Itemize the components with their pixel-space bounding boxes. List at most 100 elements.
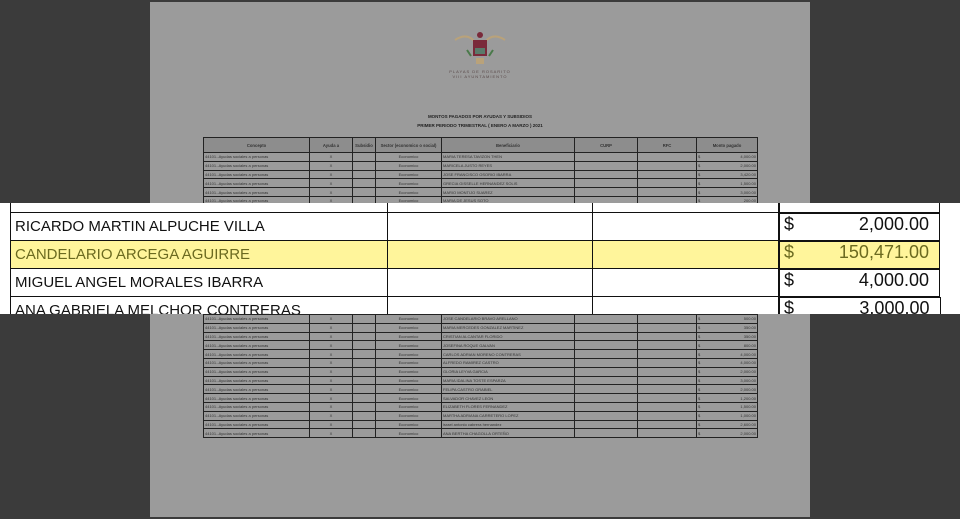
subsidio-cell bbox=[352, 178, 376, 189]
sector-cell: Economico bbox=[375, 375, 442, 386]
magnified-row: RICARDO MARTIN ALPUCHE VILLA $2,000.00 bbox=[10, 212, 941, 241]
ayuda-cell: X bbox=[309, 393, 353, 403]
amount: 1,500.00 bbox=[740, 180, 756, 186]
monto-cell: $2,000.00 bbox=[696, 384, 758, 395]
amount: 3,000.00 bbox=[740, 189, 756, 195]
amount: 1,500.00 bbox=[740, 404, 756, 410]
beneficiario-cell: ELIZABETH FLORES FERNANDEZ bbox=[441, 401, 575, 412]
ayuda-cell: X bbox=[309, 331, 353, 342]
monto-cell: $4,000.00 bbox=[696, 357, 758, 368]
subsidio-cell bbox=[352, 428, 376, 439]
table-row: 44101.-Ayudas sociales a personas X Econom… bbox=[203, 169, 758, 180]
ayuda-cell: X bbox=[309, 169, 353, 180]
curp-cell bbox=[387, 212, 593, 241]
concepto-cell: 44101.-Ayudas sociales a personas bbox=[203, 178, 310, 189]
table-row: 44101.-Ayudas sociales a personas X Econom… bbox=[203, 349, 758, 359]
table-row: 44101.-Ayudas sociales a personas X Econom… bbox=[203, 357, 758, 368]
currency-symbol: $ bbox=[698, 421, 701, 427]
amount: 2,000.00 bbox=[740, 430, 756, 436]
subsidio-cell bbox=[352, 366, 376, 377]
sector-cell: Economico bbox=[375, 366, 442, 377]
curp-cell bbox=[574, 401, 638, 412]
currency-symbol: $ bbox=[784, 213, 795, 234]
logo-caption: PLAYAS DE ROSARITO VIII AYUNTAMIENTO bbox=[449, 69, 511, 79]
amount: 200.00 bbox=[743, 198, 756, 204]
currency-symbol: $ bbox=[698, 325, 701, 331]
curp-cell bbox=[574, 428, 638, 439]
subsidio-cell bbox=[352, 187, 376, 197]
monto-cell: $1,200.00 bbox=[696, 393, 758, 403]
column-header: Beneficiario bbox=[441, 137, 575, 153]
ayuda-cell: X bbox=[309, 366, 353, 377]
ayuda-cell: X bbox=[309, 401, 353, 412]
amount: 150,471.00 bbox=[838, 241, 929, 262]
table-row: 44101.-Ayudas sociales a personas X Econom… bbox=[203, 160, 758, 171]
municipal-seal-logo bbox=[454, 32, 506, 64]
column-header: Sector (economico o social) bbox=[375, 137, 442, 153]
table-row: 44101.-Ayudas sociales a personas X Econom… bbox=[203, 322, 758, 333]
rfc-cell bbox=[637, 419, 697, 430]
monto-cell: $1,000.00 bbox=[696, 410, 758, 421]
currency-symbol: $ bbox=[698, 386, 701, 392]
ayuda-cell: X bbox=[309, 410, 353, 421]
magnified-row: MIGUEL ANGEL MORALES IBARRA $4,000.00 bbox=[10, 268, 941, 297]
monto-cell: $800.00 bbox=[696, 340, 758, 351]
amount: 2,000.00 bbox=[740, 369, 756, 375]
table-header: Concepto Ayuda a Subsidio Sector (economico… bbox=[203, 137, 758, 153]
payments-table-top: Concepto Ayuda a Subsidio Sector (economico… bbox=[203, 137, 758, 206]
curp-cell bbox=[574, 419, 638, 430]
beneficiario-cell: GRECIA GISSELLE HERNANDEZ SOLIS bbox=[441, 178, 575, 189]
rfc-cell bbox=[637, 178, 697, 189]
sector-cell: Economico bbox=[375, 419, 442, 430]
currency-symbol: $ bbox=[698, 360, 701, 366]
concepto-cell: 44101.-Ayudas sociales a personas bbox=[203, 401, 310, 412]
beneficiario-cell: JOSEFINA ROQUE GALVAN bbox=[441, 340, 575, 351]
currency-symbol: $ bbox=[698, 154, 701, 160]
currency-symbol: $ bbox=[698, 342, 701, 348]
rfc-cell bbox=[637, 187, 697, 197]
curp-cell bbox=[574, 187, 638, 197]
amount: 1,000.00 bbox=[740, 413, 756, 419]
currency-symbol: $ bbox=[698, 413, 701, 419]
beneficiario-cell: ANA GABRIELA MELCHOR CONTRERAS bbox=[10, 296, 388, 314]
beneficiario-cell: MARTHA ADRIANA CARRETERO LOPEZ bbox=[441, 410, 575, 421]
table-row: 44101.-Ayudas sociales a personas X Econom… bbox=[203, 152, 758, 162]
curp-cell bbox=[574, 178, 638, 189]
sector-cell: Economico bbox=[375, 384, 442, 395]
curp-cell bbox=[574, 331, 638, 342]
currency-symbol: $ bbox=[698, 369, 701, 375]
sector-cell: Economico bbox=[375, 322, 442, 333]
currency-symbol: $ bbox=[698, 395, 701, 401]
subsidio-cell bbox=[352, 160, 376, 171]
sector-cell: Economico bbox=[375, 160, 442, 171]
beneficiario-cell: MARIA DE JESUS MARTINEZ bbox=[10, 203, 388, 213]
currency-symbol: $ bbox=[698, 404, 701, 410]
amount: 350.00 bbox=[743, 325, 756, 331]
curp-cell bbox=[574, 410, 638, 421]
subsidio-cell bbox=[352, 384, 376, 395]
monto-cell: $1,500.00 bbox=[696, 401, 758, 412]
rfc-cell bbox=[592, 268, 779, 297]
beneficiario-cell: MARIO MONTIJO SUAREZ bbox=[441, 187, 575, 197]
sector-cell: Economico bbox=[375, 187, 442, 197]
beneficiario-cell: MARIA MERCEDES GONZALEZ MARTINEZ bbox=[441, 322, 575, 333]
sector-cell: Economico bbox=[375, 169, 442, 180]
sector-cell: Economico bbox=[375, 331, 442, 342]
amount: 2,000.00 bbox=[740, 163, 756, 169]
currency-symbol: $ bbox=[698, 333, 701, 339]
subsidio-cell bbox=[352, 152, 376, 162]
ayuda-cell: X bbox=[309, 160, 353, 171]
monto-cell: $2,600.00 bbox=[696, 419, 758, 430]
subsidio-cell bbox=[352, 169, 376, 180]
monto-cell: $2,000.00 bbox=[696, 428, 758, 439]
sector-cell: Economico bbox=[375, 349, 442, 359]
monto-cell: $4,000.00 bbox=[696, 349, 758, 359]
monto-cell: $350.00 bbox=[696, 331, 758, 342]
ayuda-cell: X bbox=[309, 314, 353, 324]
table-row: 44101.-Ayudas sociales a personas X Econom… bbox=[203, 410, 758, 421]
monto-cell: $4,000.00 bbox=[696, 152, 758, 162]
curp-cell bbox=[574, 349, 638, 359]
ayuda-cell: X bbox=[309, 187, 353, 197]
table-row: 44101.-Ayudas sociales a personas X Econom… bbox=[203, 195, 758, 206]
